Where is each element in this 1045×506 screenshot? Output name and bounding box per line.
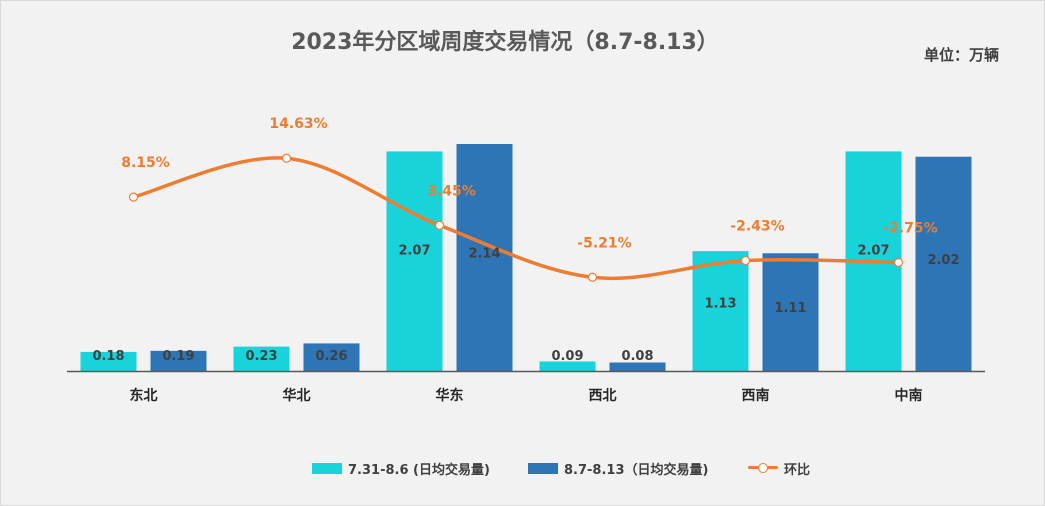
line-series-path [131,156,901,281]
category-label-4: 西南 [742,387,770,404]
bar-label-series2-1: 0.26 [315,349,347,364]
bar-series2-3 [609,362,666,371]
line-point-3 [587,272,598,282]
legend-label-line: 环比 [784,462,811,478]
category-label-2: 华东 [436,387,464,404]
bar-label-series1-1: 0.23 [245,349,277,364]
category-label-0: 东北 [130,387,158,404]
category-label-5: 中南 [895,387,923,404]
legend-label-series1: 7.31-8.6 (日均交易量) [348,462,490,478]
line-point-1 [281,153,292,163]
line-label-2: 3.45% [427,183,476,199]
axis-layer: 东北 华北 华东 西北 西南 中南 [67,370,985,404]
bar-label-series2-4: 1.11 [774,301,806,316]
bar-series2-2 [456,144,513,371]
bar-series1-1 [233,346,290,371]
bar-label-series1-5: 2.07 [857,244,889,259]
chart-title: 2023年分区域周度交易情况（8.7-8.13） [291,30,719,55]
line-label-5: -2.75% [883,221,937,237]
bar-label-series1-2: 2.07 [398,244,430,259]
bar-series2-1 [303,343,360,371]
bar-label-series2-5: 2.02 [927,253,959,268]
bar-label-series2-2: 2.14 [468,247,500,262]
line-label-3: -5.21% [577,235,631,251]
legend-line-marker [748,462,778,474]
line-point-5 [893,257,904,268]
bars-layer [80,144,972,371]
bar-series2-5 [915,156,972,371]
legend-item-series2: 8.7-8.13（日均交易量) [528,457,708,479]
unit-label: 单位：万辆 [923,46,999,64]
bar-label-series1-4: 1.13 [704,296,736,311]
category-label-1: 华北 [283,387,311,404]
bar-series1-0 [80,351,137,371]
bar-series2-4 [762,253,819,371]
line-point-2 [434,220,445,230]
line-label-0: 8.15% [121,155,170,171]
chart-legend: 7.31-8.6 (日均交易量) 8.7-8.13（日均交易量) 环比 [0,457,1045,479]
legend-item-series1: 7.31-8.6 (日均交易量) [312,457,490,479]
legend-swatch-series2 [528,462,558,474]
category-label-3: 西北 [589,388,617,404]
line-label-4: -2.43% [730,219,784,235]
bar-series2-0 [150,350,207,371]
bar-label-series1-0: 0.18 [92,349,124,364]
bar-series1-2 [386,151,443,371]
bar-series1-3 [539,361,596,371]
bar-series1-4 [692,251,749,371]
line-layer [128,153,904,282]
line-point-4 [740,255,751,266]
line-point-0 [128,192,139,202]
labels-layer: 0.18 0.19 0.23 0.26 2.07 2.14 0.09 0.08 1.13 1.11… [92,116,959,364]
bar-label-series2-0: 0.19 [162,349,194,364]
line-label-1: 14.63% [269,116,327,132]
legend-swatch-series1 [312,462,342,474]
bar-label-series1-3: 0.09 [551,349,583,364]
legend-label-series2: 8.7-8.13（日均交易量) [564,462,709,478]
bar-label-series2-3: 0.08 [621,349,653,364]
legend-item-line: 环比 [748,457,810,479]
